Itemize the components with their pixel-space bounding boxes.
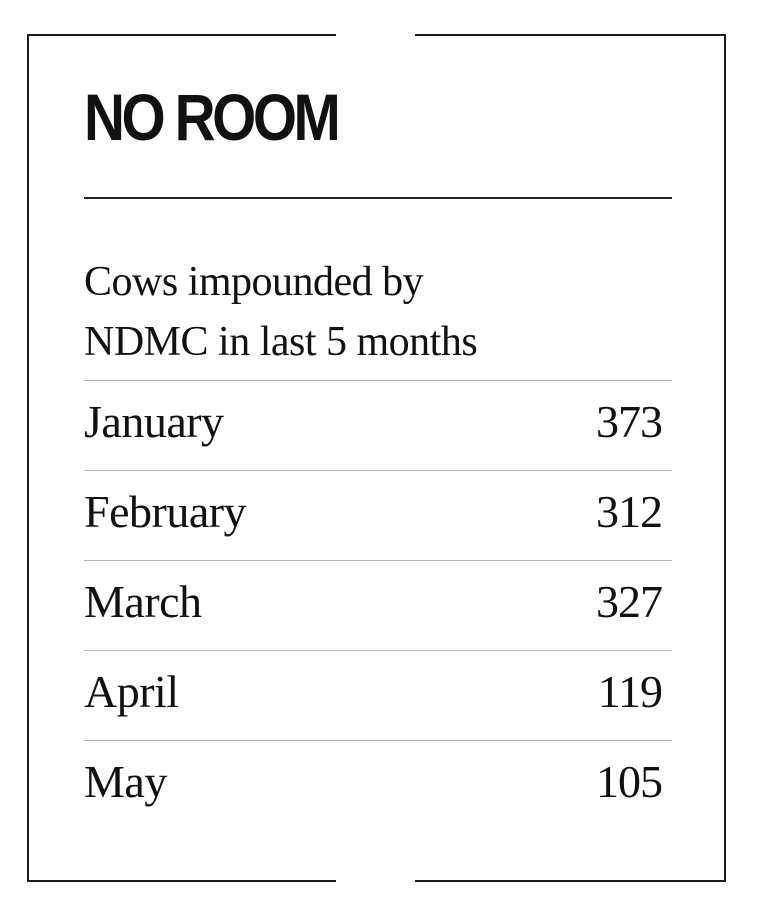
table-row: May 105 xyxy=(84,740,672,830)
count-value: 105 xyxy=(596,756,663,807)
month-label: May xyxy=(84,756,167,807)
frame-bottom-border-left xyxy=(27,880,336,882)
graphic-title: NO ROOM xyxy=(84,80,341,154)
table-row: April 119 xyxy=(84,650,672,740)
count-value: 119 xyxy=(597,666,663,717)
frame-top-border-left xyxy=(27,34,336,36)
frame-left-border xyxy=(27,34,29,882)
month-label: January xyxy=(84,396,224,447)
table-row: January 373 xyxy=(84,380,672,470)
month-label: April xyxy=(84,666,179,717)
count-value: 327 xyxy=(596,576,663,627)
monthly-counts-table: January 373 February 312 March 327 April… xyxy=(84,380,672,830)
month-label: February xyxy=(84,486,247,537)
table-row: February 312 xyxy=(84,470,672,560)
frame-right-border xyxy=(724,34,726,882)
count-value: 373 xyxy=(596,396,663,447)
frame-top-border-right xyxy=(415,34,726,36)
table-subtitle: Cows impounded by NDMC in last 5 months xyxy=(84,259,478,365)
frame-bottom-border-right xyxy=(415,880,726,882)
title-divider xyxy=(84,197,672,199)
table-row: March 327 xyxy=(84,560,672,650)
count-value: 312 xyxy=(596,486,663,537)
month-label: March xyxy=(84,576,202,627)
